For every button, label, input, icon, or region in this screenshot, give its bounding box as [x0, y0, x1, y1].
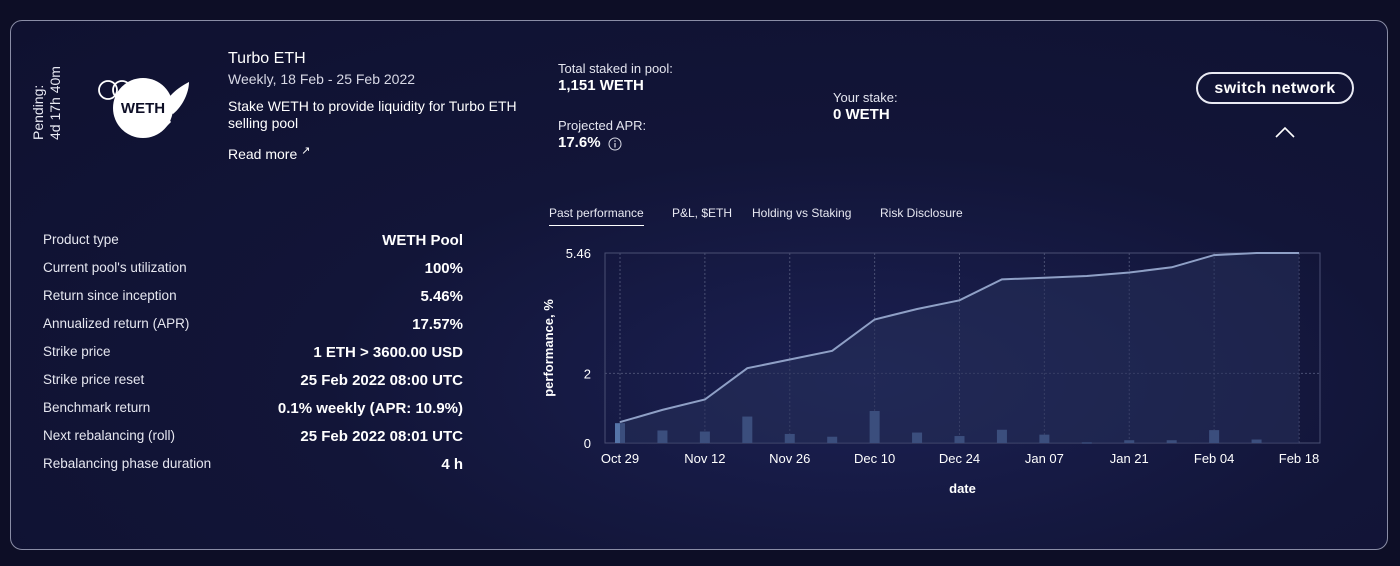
tab-past-performance[interactable]: Past performance: [549, 206, 644, 226]
x-tick-label: Feb 04: [1194, 451, 1234, 466]
logo-text: WETH: [121, 100, 165, 117]
x-tick-label: Jan 21: [1110, 451, 1149, 466]
tab-pnl-eth[interactable]: P&L, $ETH: [672, 206, 733, 220]
property-key: Benchmark return: [43, 400, 151, 415]
y-tick-label: 2: [584, 366, 591, 381]
property-value: 0.1% weekly (APR: 10.9%): [277, 400, 463, 417]
y-tick-label: 0: [584, 436, 591, 451]
property-row: Current pool's utilization 100%: [43, 260, 463, 288]
x-tick-label: Jan 07: [1025, 451, 1064, 466]
property-row: Rebalancing phase duration 4 h: [43, 456, 463, 484]
product-properties: Product type WETH Pool Current pool's uti…: [43, 232, 463, 484]
property-row: Next rebalancing (roll) 25 Feb 2022 08:01…: [43, 428, 463, 456]
switch-network-button[interactable]: switch network: [1196, 72, 1354, 104]
property-key: Return since inception: [43, 288, 177, 303]
your-stake-value: 0 WETH: [833, 106, 890, 123]
property-key: Current pool's utilization: [43, 260, 187, 275]
property-row: Benchmark return 0.1% weekly (APR: 10.9%): [43, 400, 463, 428]
property-key: Next rebalancing (roll): [43, 428, 176, 443]
read-more-label: Read more: [228, 146, 298, 162]
projected-apr-value: 17.6%: [558, 134, 601, 151]
pending-time: 4d 17h 40m: [47, 66, 63, 140]
property-value: 17.57%: [412, 316, 463, 333]
weth-logo: WETH: [97, 70, 193, 140]
pending-label: Pending:: [30, 84, 46, 140]
x-tick-label: Dec 24: [939, 451, 980, 466]
property-value: 5.46%: [420, 288, 463, 305]
product-description: Stake WETH to provide liquidity for Turb…: [228, 98, 517, 131]
x-axis-label: date: [949, 481, 976, 496]
property-row: Strike price 1 ETH > 3600.00 USD: [43, 344, 463, 372]
y-axis-label: performance, %: [541, 299, 556, 397]
performance-line: [619, 252, 1299, 424]
external-link-icon: ↗: [301, 145, 311, 157]
x-tick-label: Dec 10: [854, 451, 895, 466]
your-stake-label: Your stake:: [833, 90, 898, 105]
property-value: WETH Pool: [382, 232, 463, 249]
pending-countdown: Pending: 4d 17h 40m: [30, 66, 64, 140]
performance-chart-svg: Oct 29 Nov 12 Nov 26 Dec 10 Dec 24 Jan 07 Jan …: [541, 246, 1321, 496]
property-value: 100%: [424, 260, 463, 277]
projected-apr-label: Projected APR:: [558, 118, 647, 133]
property-key: Product type: [43, 232, 119, 247]
property-key: Strike price reset: [43, 372, 145, 387]
y-tick-label: 5.46: [566, 246, 591, 261]
product-title: Turbo ETH: [228, 50, 306, 67]
property-key: Annualized return (APR): [43, 316, 190, 331]
info-icon[interactable]: [608, 137, 622, 151]
total-staked-value: 1,151 WETH: [558, 77, 644, 94]
tab-risk-disclosure[interactable]: Risk Disclosure: [880, 206, 963, 220]
x-tick-label: Nov 12: [684, 451, 725, 466]
property-row: Product type WETH Pool: [43, 232, 463, 260]
property-row: Strike price reset 25 Feb 2022 08:00 UTC: [43, 372, 463, 400]
total-staked-label: Total staked in pool:: [558, 61, 673, 76]
performance-area: [620, 253, 1299, 443]
chevron-up-icon[interactable]: [1273, 124, 1297, 140]
tab-holding-vs-staking[interactable]: Holding vs Staking: [752, 206, 852, 220]
x-tick-label: Feb 18: [1279, 451, 1319, 466]
property-value: 25 Feb 2022 08:00 UTC: [300, 372, 463, 389]
property-value: 25 Feb 2022 08:01 UTC: [300, 428, 463, 445]
property-value: 4 h: [441, 456, 463, 473]
property-key: Strike price: [43, 344, 111, 359]
read-more-link[interactable]: Read more ↗: [228, 145, 311, 162]
x-tick-label: Oct 29: [601, 451, 639, 466]
product-dates: Weekly, 18 Feb - 25 Feb 2022: [228, 71, 416, 87]
property-row: Return since inception 5.46%: [43, 288, 463, 316]
property-key: Rebalancing phase duration: [43, 456, 212, 471]
x-tick-label: Nov 26: [769, 451, 810, 466]
property-row: Annualized return (APR) 17.57%: [43, 316, 463, 344]
property-value: 1 ETH > 3600.00 USD: [313, 344, 463, 361]
performance-chart: Oct 29 Nov 12 Nov 26 Dec 10 Dec 24 Jan 07 Jan …: [535, 240, 1325, 500]
